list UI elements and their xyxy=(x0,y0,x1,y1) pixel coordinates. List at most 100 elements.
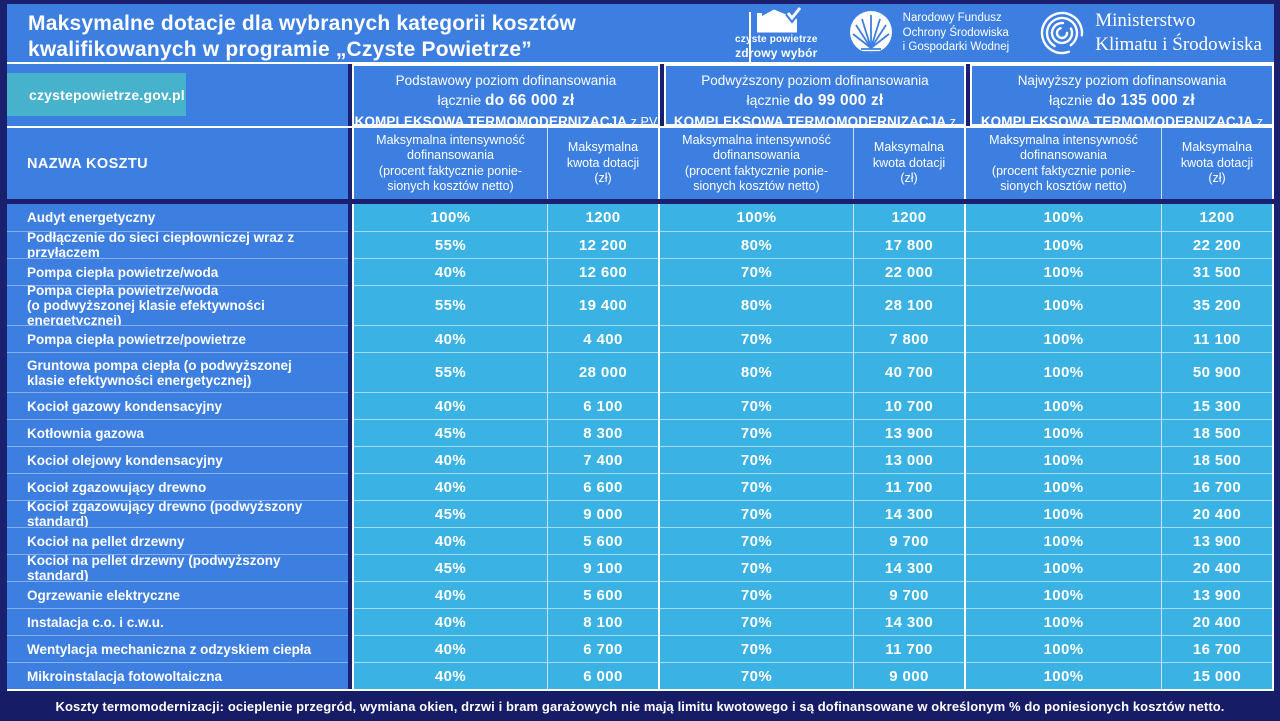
amount-highest: 18 500 xyxy=(1162,446,1272,473)
level-header-band: czystepowietrze.gov.pl Podstawowy poziom… xyxy=(7,64,1274,126)
cost-name: Gruntowa pompa ciepła (o podwyższonej kl… xyxy=(7,352,348,392)
table-row: Pompa ciepła powietrze/woda 40% 12 600 7… xyxy=(7,258,1274,285)
column-divider xyxy=(853,325,854,352)
level-basic-scope: KOMPLEKSOWA TERMOMODERNIZACJA z PV xyxy=(354,114,658,126)
intensity-basic: 40% xyxy=(354,446,547,473)
column-border xyxy=(1272,204,1274,231)
amount-basic: 8 300 xyxy=(548,419,658,446)
intensity-elevated: 70% xyxy=(660,419,853,446)
table-row: Gruntowa pompa ciepła (o podwyższonej kl… xyxy=(7,352,1274,392)
column-divider xyxy=(1161,500,1162,527)
column-divider xyxy=(547,662,548,689)
column-border xyxy=(352,258,354,285)
amount-highest: 16 700 xyxy=(1162,635,1272,662)
intensity-highest: 100% xyxy=(966,581,1161,608)
intensity-basic: 40% xyxy=(354,662,547,689)
fingerprint-icon xyxy=(1039,10,1085,56)
column-divider xyxy=(853,419,854,446)
site-badge[interactable]: czystepowietrze.gov.pl xyxy=(7,73,186,116)
table-row: Mikroinstalacja fotowoltaiczna 40% 6 000… xyxy=(7,662,1274,689)
amount-header-highest: Maksymalna kwota dotacji (zł) xyxy=(1180,140,1254,186)
intensity-header-highest: Maksymalna intensywność dofinansowania (… xyxy=(989,132,1138,194)
amount-basic: 8 100 xyxy=(548,608,658,635)
column-divider xyxy=(853,473,854,500)
intensity-highest: 100% xyxy=(966,231,1161,258)
intensity-basic: 40% xyxy=(354,392,547,419)
intensity-elevated: 70% xyxy=(660,581,853,608)
column-border xyxy=(352,128,354,199)
column-divider xyxy=(1161,662,1162,689)
cost-name: Kocioł zgazowujący drewno xyxy=(7,473,348,500)
column-divider xyxy=(547,258,548,285)
column-divider xyxy=(1161,473,1162,500)
column-border xyxy=(964,204,966,231)
column-divider xyxy=(547,554,548,581)
amount-header-basic: Maksymalna kwota dotacji (zł) xyxy=(566,140,640,186)
ministry-label: Ministerstwo Klimatu i Środowiska xyxy=(1095,10,1262,55)
column-divider xyxy=(853,231,854,258)
cost-name: Instalacja c.o. i c.w.u. xyxy=(7,608,348,635)
column-gap xyxy=(348,527,352,554)
intensity-highest: 100% xyxy=(966,608,1161,635)
intensity-basic: 100% xyxy=(354,204,547,231)
column-border xyxy=(352,204,354,231)
intensity-highest: 100% xyxy=(966,473,1161,500)
intensity-highest: 100% xyxy=(966,500,1161,527)
column-gap xyxy=(348,608,352,635)
amount-basic: 9 100 xyxy=(548,554,658,581)
amount-elevated: 13 000 xyxy=(854,446,964,473)
column-border xyxy=(1272,527,1274,554)
column-border xyxy=(964,527,966,554)
column-divider xyxy=(1161,258,1162,285)
cost-name: Pompa ciepła powietrze/powietrze xyxy=(7,325,348,352)
column-divider xyxy=(547,473,548,500)
amount-elevated: 9 700 xyxy=(854,581,964,608)
column-divider xyxy=(853,581,854,608)
table-row: Wentylacja mechaniczna z odzyskiem ciepł… xyxy=(7,635,1274,662)
amount-basic: 5 600 xyxy=(548,527,658,554)
column-divider xyxy=(547,446,548,473)
column-border xyxy=(658,352,660,392)
column-border xyxy=(1272,500,1274,527)
column-border xyxy=(658,554,660,581)
table-row: Kocioł zgazowujący drewno (podwyższony s… xyxy=(7,499,1274,529)
intensity-elevated: 70% xyxy=(660,635,853,662)
intensity-basic: 55% xyxy=(354,285,547,325)
column-border xyxy=(352,473,354,500)
intensity-highest: 100% xyxy=(966,285,1161,325)
column-border xyxy=(1272,608,1274,635)
column-border xyxy=(1272,231,1274,258)
table-row: Kocioł olejowy kondensacyjny 40% 7 400 7… xyxy=(7,446,1274,473)
badge-area: czystepowietrze.gov.pl xyxy=(7,64,348,126)
intensity-highest: 100% xyxy=(966,258,1161,285)
amount-elevated: 14 300 xyxy=(854,554,964,581)
column-border xyxy=(658,392,660,419)
cost-name: Kocioł na pellet drzewny (podwyższony st… xyxy=(7,553,348,583)
intensity-basic: 40% xyxy=(354,527,547,554)
intensity-highest: 100% xyxy=(966,662,1161,689)
amount-basic: 6 600 xyxy=(548,473,658,500)
footer-note: Koszty termomodernizacji: ocieplenie prz… xyxy=(55,698,1225,714)
column-divider xyxy=(547,527,548,554)
column-border xyxy=(964,608,966,635)
column-border xyxy=(658,527,660,554)
table-row: Kocioł zgazowujący drewno 40% 6 600 70% … xyxy=(7,473,1274,500)
amount-highest: 15 300 xyxy=(1162,392,1272,419)
amount-elevated: 1200 xyxy=(854,204,964,231)
intensity-elevated: 70% xyxy=(660,500,853,527)
amount-highest: 18 500 xyxy=(1162,419,1272,446)
intensity-highest: 100% xyxy=(966,635,1161,662)
amount-basic: 19 400 xyxy=(548,285,658,325)
column-gap xyxy=(348,446,352,473)
column-border xyxy=(352,392,354,419)
column-divider xyxy=(1161,325,1162,352)
column-border xyxy=(964,635,966,662)
amount-elevated: 7 800 xyxy=(854,325,964,352)
amount-elevated: 22 000 xyxy=(854,258,964,285)
column-border xyxy=(1272,285,1274,325)
czyste-powietrze-name: czyste powietrze xyxy=(734,34,818,45)
column-divider xyxy=(547,419,548,446)
column-gap xyxy=(660,64,664,126)
amount-highest: 31 500 xyxy=(1162,258,1272,285)
level-basic-amount: łącznie do 66 000 zł xyxy=(437,92,575,109)
